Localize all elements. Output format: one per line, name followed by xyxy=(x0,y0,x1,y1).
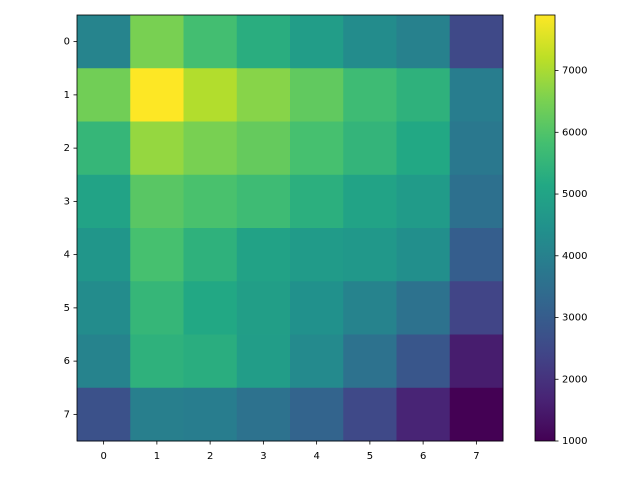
heatmap-cell xyxy=(77,334,131,389)
heatmap-cell xyxy=(236,228,291,282)
heatmap-cell xyxy=(183,174,238,229)
heatmap-cell xyxy=(290,174,344,229)
colorbar-tick-label: 7000 xyxy=(562,66,587,77)
heatmap-cell xyxy=(290,15,344,69)
heatmap-cell xyxy=(449,387,504,442)
x-tick-label: 4 xyxy=(313,451,319,462)
colorbar-tick-label: 1000 xyxy=(562,436,587,447)
heatmap-cell xyxy=(396,121,451,176)
heatmap-cell xyxy=(130,228,184,282)
heatmap-cell xyxy=(236,281,291,335)
heatmap-cell xyxy=(130,174,184,229)
heatmap-cell xyxy=(236,68,291,122)
y-tick-label: 6 xyxy=(64,356,70,367)
heatmap-cell xyxy=(77,15,131,69)
colorbar-tick-label: 3000 xyxy=(562,313,587,324)
heatmap-cell xyxy=(77,174,131,229)
x-tick-label: 0 xyxy=(100,451,106,462)
heatmap-cell xyxy=(396,334,451,389)
heatmap-cell xyxy=(77,281,131,335)
heatmap-cell xyxy=(343,334,397,389)
heatmap-cell xyxy=(290,334,344,389)
heatmap-cell xyxy=(236,121,291,176)
heatmap-cell xyxy=(396,281,451,335)
heatmap-cell xyxy=(343,281,397,335)
x-tick-label: 5 xyxy=(367,451,373,462)
heatmap-cell xyxy=(396,68,451,122)
heatmap-cell xyxy=(290,387,344,442)
colorbar-tick-label: 6000 xyxy=(562,127,587,138)
heatmap-cell xyxy=(183,228,238,282)
heatmap-cell xyxy=(183,15,238,69)
heatmap-cell xyxy=(449,121,504,176)
heatmap-cell xyxy=(449,228,504,282)
y-tick-label: 5 xyxy=(64,303,70,314)
y-tick-label: 0 xyxy=(64,37,70,48)
colorbar-tick-label: 2000 xyxy=(562,374,587,385)
heatmap-cell xyxy=(343,121,397,176)
heatmap-cell xyxy=(449,334,504,389)
heatmap-cell xyxy=(343,174,397,229)
heatmap-cell xyxy=(77,228,131,282)
heatmap-cell xyxy=(343,387,397,442)
x-tick-label: 6 xyxy=(420,451,426,462)
heatmap-cell xyxy=(290,121,344,176)
heatmap-cell xyxy=(449,174,504,229)
heatmap-cell xyxy=(183,68,238,122)
heatmap-cell xyxy=(236,334,291,389)
heatmap-cell xyxy=(183,281,238,335)
heatmap-cell xyxy=(183,334,238,389)
heatmap-cell xyxy=(449,68,504,122)
colorbar xyxy=(534,14,556,442)
heatmap-cell xyxy=(236,387,291,442)
axes-frame xyxy=(76,14,504,442)
heatmap-cell xyxy=(396,15,451,69)
heatmap-cell xyxy=(449,15,504,69)
heatmap-cell xyxy=(290,281,344,335)
heatmap-cell xyxy=(130,15,184,69)
heatmap-cell xyxy=(183,121,238,176)
heatmap-cell xyxy=(77,68,131,122)
heatmap-cell xyxy=(130,387,184,442)
heatmap-cell xyxy=(343,68,397,122)
heatmap-cell xyxy=(130,68,184,122)
heatmap-cell xyxy=(130,334,184,389)
heatmap-cell xyxy=(290,68,344,122)
colorbar-tick-label: 5000 xyxy=(562,189,587,200)
y-tick-label: 7 xyxy=(64,409,70,420)
y-tick-label: 2 xyxy=(64,143,70,154)
colorbar-tick-label: 4000 xyxy=(562,251,587,262)
heatmap-cell xyxy=(77,387,131,442)
heatmap-cell xyxy=(183,387,238,442)
heatmap-cell xyxy=(290,228,344,282)
x-tick-label: 7 xyxy=(473,451,479,462)
heatmap-cell xyxy=(343,15,397,69)
x-tick-label: 3 xyxy=(260,451,266,462)
heatmap-cell xyxy=(449,281,504,335)
x-tick-label: 1 xyxy=(154,451,160,462)
heatmap-cell xyxy=(396,228,451,282)
heatmap-cell xyxy=(130,121,184,176)
heatmap-cell xyxy=(77,121,131,176)
x-tick-label: 2 xyxy=(207,451,213,462)
heatmap-cell xyxy=(396,387,451,442)
y-tick-label: 1 xyxy=(64,90,70,101)
y-tick-label: 4 xyxy=(64,250,70,261)
heatmap-cell xyxy=(130,281,184,335)
heatmap-cell xyxy=(396,174,451,229)
heatmap-cell xyxy=(343,228,397,282)
heatmap-cell xyxy=(236,15,291,69)
heatmap-cell xyxy=(236,174,291,229)
y-tick-label: 3 xyxy=(64,196,70,207)
